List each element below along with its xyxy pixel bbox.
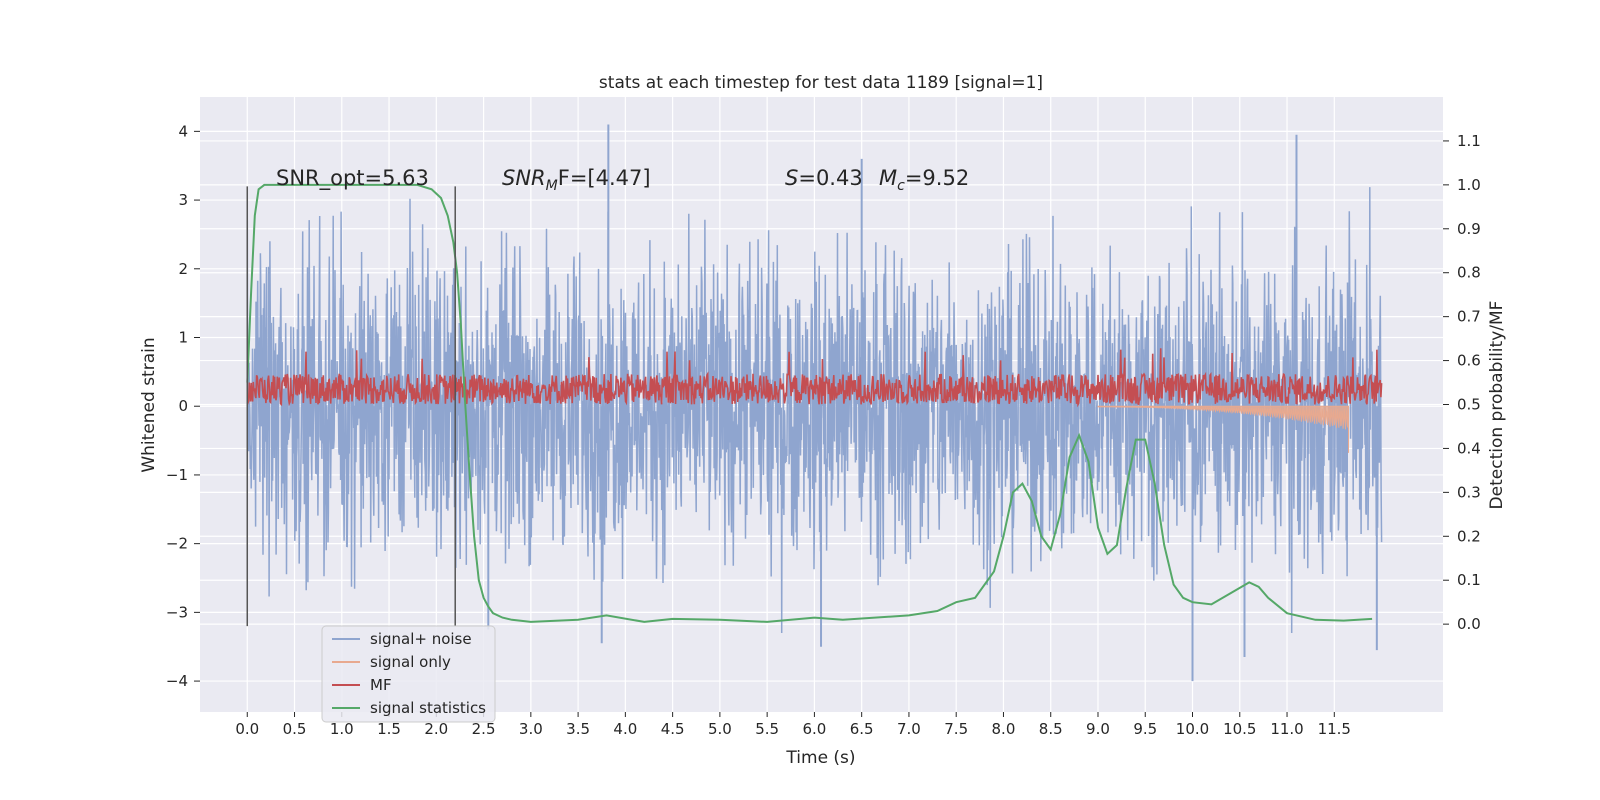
- y-left-tick-label-2: 2: [178, 260, 188, 278]
- annotation-snr-mf: SNRMF=[4.47]: [502, 166, 651, 194]
- legend-box: [321, 625, 496, 723]
- x-tick-label-23: 11.5: [1318, 720, 1351, 738]
- annotation-mc-rest: =9.52: [905, 166, 969, 190]
- x-tick-label-17: 8.5: [1039, 720, 1063, 738]
- annotation-s-rest: =0.43: [798, 166, 862, 190]
- annotation-mc: Mc=9.52: [879, 166, 969, 194]
- x-tick-label-13: 6.5: [850, 720, 874, 738]
- annotation-mc-main: M: [879, 166, 897, 190]
- annotation-snr-opt: SNR_opt=5.63: [276, 166, 429, 191]
- x-tick-label-19: 9.5: [1133, 720, 1157, 738]
- y-right-tick-label-7: 0.4: [1457, 439, 1481, 457]
- y-left-tick-label-8: −4: [166, 672, 188, 690]
- y-right-tick-label-11: 0.0: [1457, 615, 1481, 633]
- y-right-tick-label-2: 0.9: [1457, 220, 1481, 238]
- x-tick-label-5: 2.5: [472, 720, 496, 738]
- x-tick-label-8: 4.0: [613, 720, 637, 738]
- x-tick-label-12: 6.0: [802, 720, 826, 738]
- x-tick-label-22: 11.0: [1270, 720, 1303, 738]
- y-left-tick-label-5: −1: [166, 466, 188, 484]
- x-tick-label-14: 7.0: [897, 720, 921, 738]
- legend: signal+ noise signal only MF signal stat…: [321, 625, 496, 723]
- annotation-mc-sub: c: [897, 178, 905, 194]
- legend-label-signal-statistics: signal statistics: [370, 699, 486, 717]
- x-tick-label-16: 8.0: [992, 720, 1016, 738]
- x-tick-label-3: 1.5: [377, 720, 401, 738]
- x-tick-label-0: 0.0: [235, 720, 259, 738]
- y-left-tick-label-0: 4: [178, 122, 188, 140]
- annotation-s-main: S: [785, 166, 798, 190]
- x-tick-label-11: 5.5: [755, 720, 779, 738]
- y-left-tick-label-1: 3: [178, 191, 188, 209]
- x-tick-label-15: 7.5: [944, 720, 968, 738]
- signal-only-trace: [1097, 405, 1349, 453]
- y-right-tick-label-4: 0.7: [1457, 308, 1481, 326]
- signal-statistics-line: [246, 183, 1373, 623]
- series-mf: [246, 348, 1383, 408]
- y-left-tick-label-6: −2: [166, 535, 188, 553]
- y-right-tick-label-9: 0.2: [1457, 527, 1481, 545]
- x-tick-label-9: 4.5: [661, 720, 685, 738]
- y-right-tick-label-10: 0.1: [1457, 571, 1481, 589]
- y-left-tick-label-4: 0: [178, 397, 188, 415]
- y-right-tick-label-6: 0.5: [1457, 396, 1481, 414]
- annotation-snr-mf-main: SNR: [502, 166, 546, 190]
- x-tick-label-18: 9.0: [1086, 720, 1110, 738]
- x-tick-label-2: 1.0: [330, 720, 354, 738]
- x-tick-label-7: 3.5: [566, 720, 590, 738]
- x-tick-label-6: 3.0: [519, 720, 543, 738]
- y-right-tick-label-0: 1.1: [1457, 132, 1481, 150]
- y-right-tick-label-8: 0.3: [1457, 483, 1481, 501]
- x-tick-label-4: 2.0: [424, 720, 448, 738]
- y-right-tick-label-3: 0.8: [1457, 264, 1481, 282]
- x-tick-label-21: 10.5: [1223, 720, 1256, 738]
- y-left-tick-label-7: −3: [166, 603, 188, 621]
- legend-label-signal-only: signal only: [370, 653, 451, 671]
- series-signal-only: [1097, 405, 1349, 453]
- legend-label-signal-plus-noise: signal+ noise: [370, 630, 472, 648]
- legend-label-mf: MF: [370, 676, 392, 694]
- axis-ticks: 0.0 0.5 1.0 1.5 2.0 2.5 3.0 3.5 4.0 4.5 5.0 5.5 6.0 6…: [166, 122, 1481, 738]
- mf-trace: [246, 348, 1383, 408]
- y-axis-label-left: Whitened strain: [139, 337, 159, 472]
- x-tick-label-1: 0.5: [283, 720, 307, 738]
- vertical-markers: [246, 186, 456, 627]
- x-axis-label: Time (s): [785, 748, 855, 768]
- chart-title: stats at each timestep for test data 118…: [599, 73, 1043, 93]
- x-tick-label-10: 5.0: [708, 720, 732, 738]
- annotation-s: S=0.43: [785, 166, 863, 190]
- y-left-tick-label-3: 1: [178, 329, 188, 347]
- y-right-tick-label-1: 1.0: [1457, 176, 1481, 194]
- y-right-tick-label-5: 0.6: [1457, 352, 1481, 370]
- annotation-snr-mf-rest: F=[4.47]: [558, 166, 651, 190]
- series-signal-statistics: [246, 183, 1373, 623]
- annotation-snr-mf-sub: M: [546, 178, 558, 194]
- y-axis-label-right: Detection probability/MF: [1487, 301, 1507, 510]
- x-tick-label-20: 10.0: [1176, 720, 1209, 738]
